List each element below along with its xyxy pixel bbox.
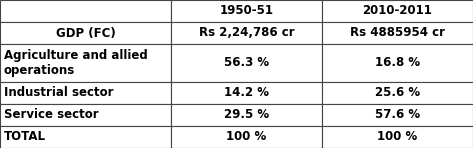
Bar [322, 126, 473, 148]
Text: 14.2 %: 14.2 % [224, 86, 269, 99]
Text: 100 %: 100 % [377, 131, 418, 144]
Bar [322, 22, 473, 44]
Text: 29.5 %: 29.5 % [224, 108, 269, 122]
Bar [171, 22, 322, 44]
Text: GDP (FC): GDP (FC) [56, 26, 115, 40]
Bar [0, 44, 171, 82]
Text: 100 %: 100 % [227, 131, 267, 144]
Text: 2010-2011: 2010-2011 [363, 4, 432, 17]
Bar [322, 44, 473, 82]
Bar [322, 82, 473, 104]
Bar [0, 22, 171, 44]
Bar [171, 0, 322, 22]
Text: Industrial sector: Industrial sector [4, 86, 114, 99]
Bar [171, 44, 322, 82]
Text: 1950-51: 1950-51 [219, 4, 273, 17]
Text: 25.6 %: 25.6 % [375, 86, 420, 99]
Bar [171, 104, 322, 126]
Text: 57.6 %: 57.6 % [375, 108, 420, 122]
Text: Rs 4885954 cr: Rs 4885954 cr [350, 26, 445, 40]
Text: 56.3 %: 56.3 % [224, 57, 269, 70]
Bar [0, 104, 171, 126]
Bar [0, 82, 171, 104]
Bar [0, 0, 171, 22]
Text: Agriculture and allied
operations: Agriculture and allied operations [4, 49, 148, 77]
Text: Rs 2,24,786 cr: Rs 2,24,786 cr [199, 26, 294, 40]
Bar [322, 0, 473, 22]
Text: 16.8 %: 16.8 % [375, 57, 420, 70]
Bar [0, 126, 171, 148]
Bar [171, 82, 322, 104]
Bar [171, 126, 322, 148]
Text: TOTAL: TOTAL [4, 131, 46, 144]
Bar [322, 104, 473, 126]
Text: Service sector: Service sector [4, 108, 98, 122]
